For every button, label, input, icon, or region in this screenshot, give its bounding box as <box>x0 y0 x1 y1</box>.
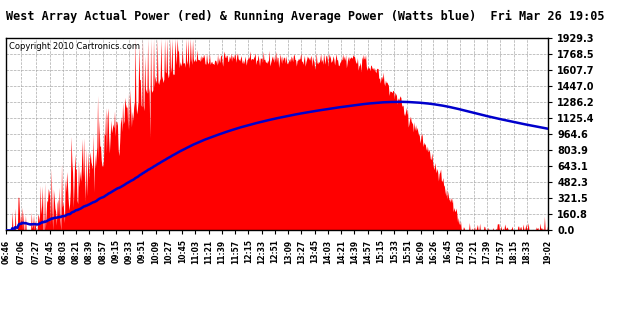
Text: Copyright 2010 Cartronics.com: Copyright 2010 Cartronics.com <box>9 42 140 51</box>
Text: West Array Actual Power (red) & Running Average Power (Watts blue)  Fri Mar 26 1: West Array Actual Power (red) & Running … <box>6 10 605 23</box>
